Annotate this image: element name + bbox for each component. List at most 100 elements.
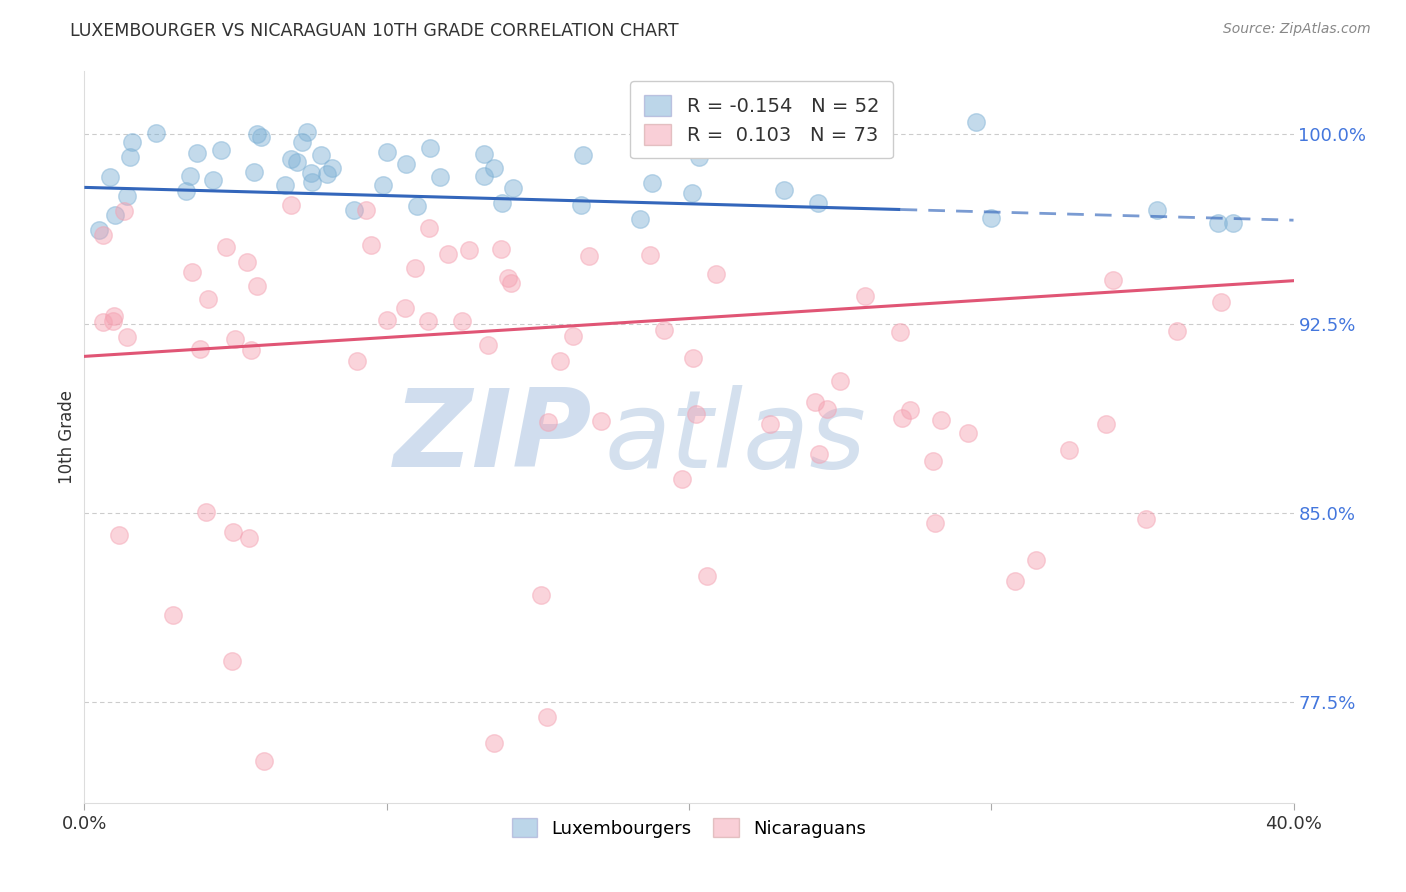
Point [759,417,782,431]
Point [889,325,911,339]
Point [1024,553,1046,567]
Y-axis label: 10th Grade: 10th Grade [58,390,76,484]
Point [502,181,524,195]
Point [108,528,131,542]
Point [641,176,664,190]
Point [280,198,302,212]
Point [671,472,693,486]
Point [162,607,184,622]
Point [89,223,111,237]
Point [249,130,271,145]
Legend: Luxembourgers, Nicaraguans: Luxembourgers, Nicaraguans [505,811,873,845]
Point [489,242,512,256]
Point [704,267,727,281]
Point [491,195,513,210]
Point [316,167,339,181]
Point [197,292,219,306]
Point [477,338,499,352]
Text: ZIP: ZIP [394,384,592,490]
Point [202,173,225,187]
Point [222,525,245,540]
Point [652,322,675,336]
Point [295,125,318,139]
Point [1057,442,1080,457]
Point [682,351,704,366]
Point [571,198,593,212]
Point [929,413,952,427]
Point [474,169,496,183]
Point [451,314,474,328]
Point [419,141,441,155]
Point [578,249,600,263]
Point [891,411,914,425]
Point [688,150,710,164]
Point [416,314,439,328]
Point [174,184,197,198]
Text: atlas: atlas [605,384,866,490]
Point [224,332,246,346]
Point [980,211,1002,225]
Point [194,505,217,519]
Point [1095,417,1118,431]
Point [482,736,505,750]
Point [572,148,595,162]
Point [630,211,652,226]
Point [180,264,202,278]
Point [458,243,481,257]
Point [117,188,139,202]
Point [221,654,243,668]
Point [406,199,429,213]
Point [922,454,945,468]
Point [1102,273,1125,287]
Point [287,155,309,169]
Point [354,202,377,217]
Point [186,145,208,160]
Point [238,532,260,546]
Point [112,203,135,218]
Point [101,314,124,328]
Point [371,178,394,193]
Point [343,202,366,217]
Point [562,329,585,343]
Point [179,169,201,183]
Point [404,261,426,276]
Point [536,710,558,724]
Point [482,161,505,175]
Point [395,157,418,171]
Point [1146,203,1168,218]
Point [253,754,276,768]
Point [209,143,232,157]
Point [290,135,312,149]
Point [1222,216,1244,230]
Point [321,161,343,175]
Point [115,329,138,343]
Point [118,150,141,164]
Point [853,289,876,303]
Point [803,395,825,409]
Point [243,165,266,179]
Point [898,402,921,417]
Point [1206,216,1229,230]
Point [1004,574,1026,588]
Point [472,147,495,161]
Point [418,221,440,235]
Text: Source: ZipAtlas.com: Source: ZipAtlas.com [1223,22,1371,37]
Point [309,148,332,162]
Point [965,115,987,129]
Point [240,343,263,358]
Point [121,136,143,150]
Point [93,227,115,242]
Point [301,175,323,189]
Point [807,195,830,210]
Text: LUXEMBOURGER VS NICARAGUAN 10TH GRADE CORRELATION CHART: LUXEMBOURGER VS NICARAGUAN 10TH GRADE CO… [70,22,679,40]
Point [957,426,980,441]
Point [429,169,451,184]
Point [280,152,302,166]
Point [537,415,560,429]
Point [685,407,707,421]
Point [145,126,167,140]
Point [246,127,269,141]
Point [1135,511,1157,525]
Point [375,145,398,159]
Point [437,247,460,261]
